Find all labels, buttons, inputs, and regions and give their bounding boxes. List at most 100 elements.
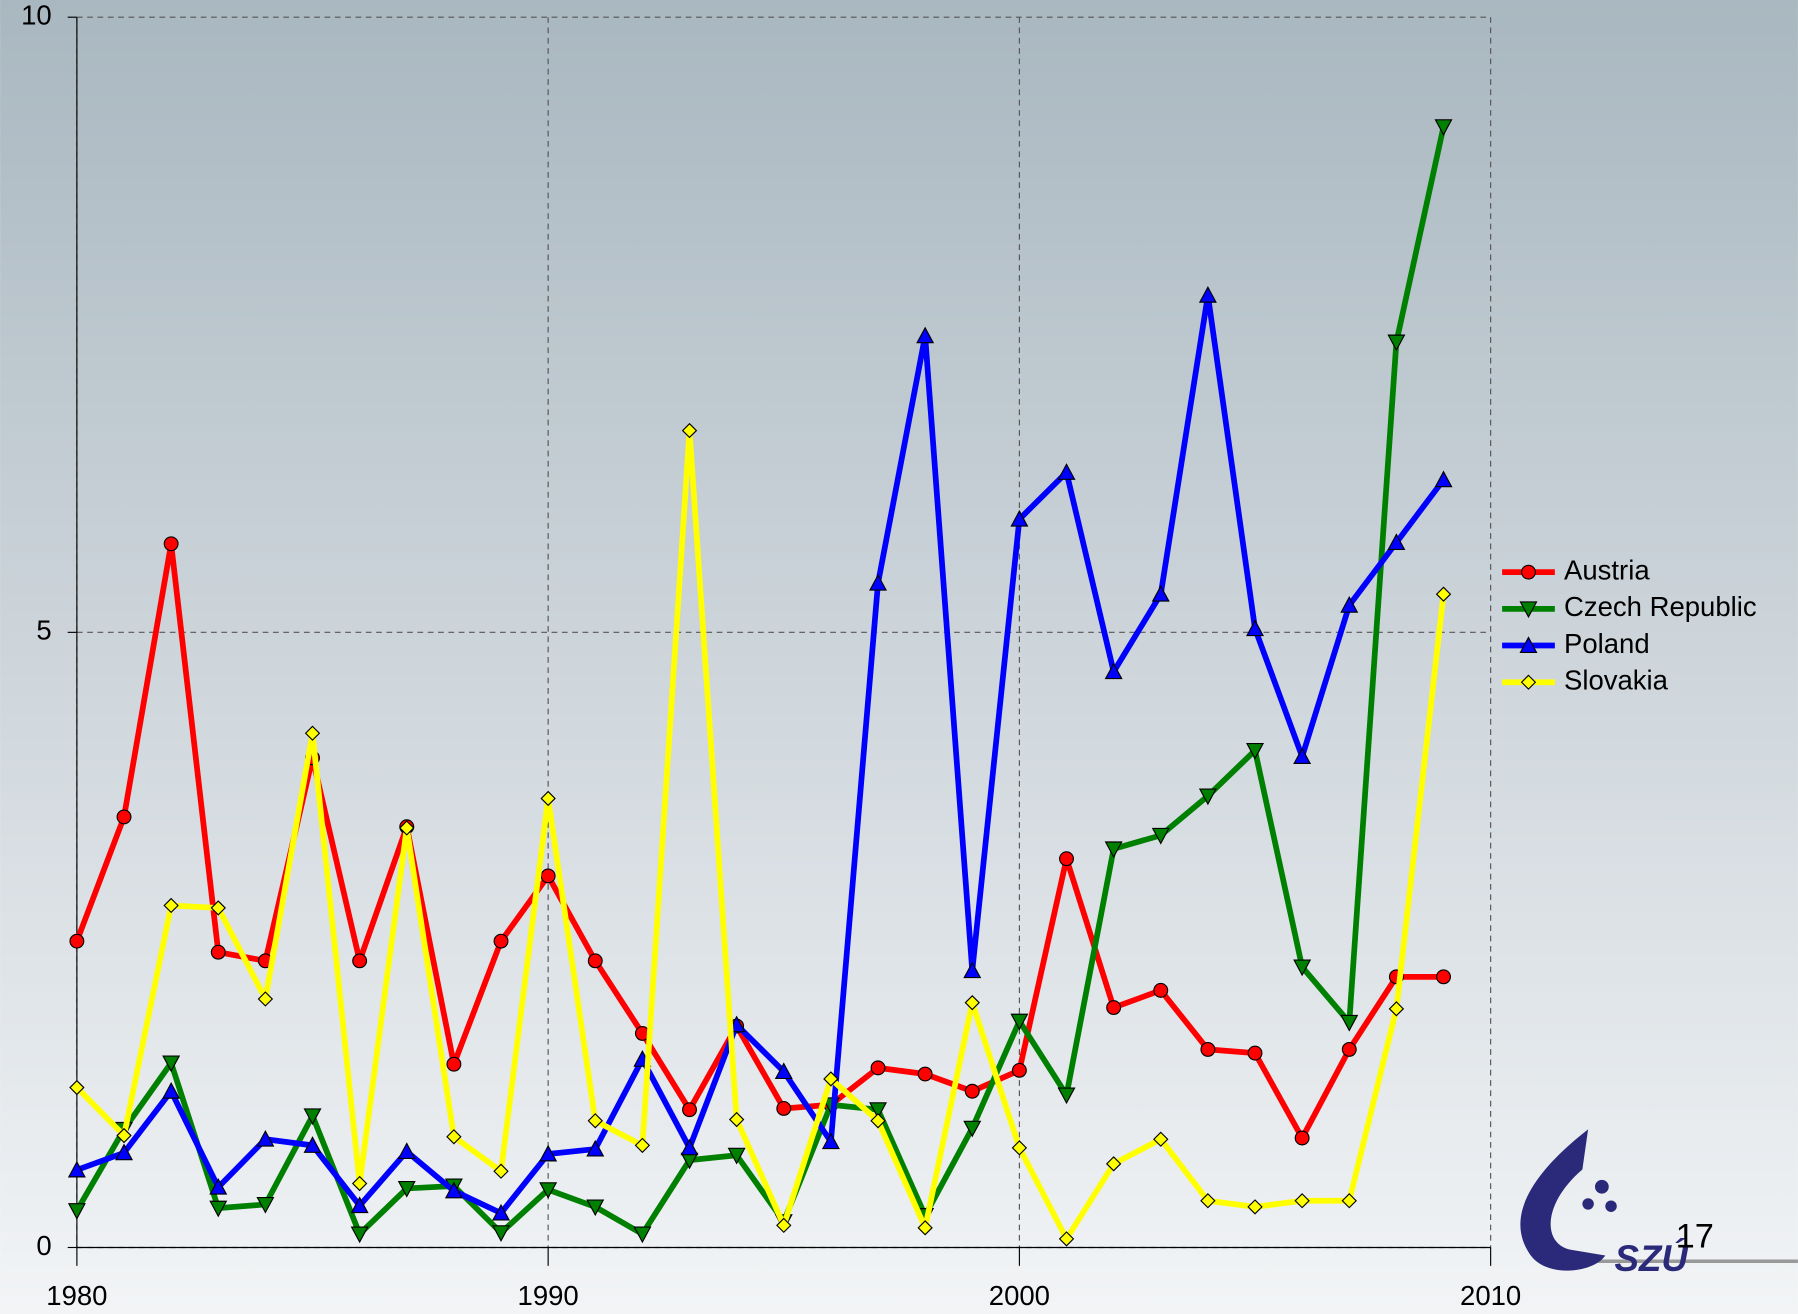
marker — [774, 1062, 793, 1080]
marker — [446, 1129, 462, 1145]
marker — [1151, 827, 1170, 845]
marker — [1198, 788, 1217, 806]
marker — [681, 422, 698, 439]
marker — [1059, 851, 1074, 867]
marker — [69, 933, 85, 949]
marker — [1388, 1001, 1405, 1017]
marker — [163, 536, 179, 552]
marker — [540, 790, 556, 807]
marker — [917, 1066, 933, 1082]
marker — [1247, 1045, 1263, 1061]
marker — [303, 1136, 322, 1153]
marker — [821, 1132, 840, 1150]
marker — [1294, 1193, 1310, 1209]
marker — [917, 1220, 933, 1236]
marker — [493, 933, 509, 949]
marker — [1434, 119, 1453, 136]
marker — [209, 1177, 228, 1195]
x-tick-label: 1980 — [46, 1280, 107, 1311]
marker — [350, 1226, 369, 1244]
marker — [586, 1139, 605, 1157]
marker — [1104, 662, 1123, 680]
marker — [586, 1199, 605, 1217]
marker — [682, 1102, 697, 1118]
marker — [67, 1203, 86, 1220]
marker — [870, 1113, 886, 1129]
marker — [1198, 286, 1217, 303]
marker — [1200, 1041, 1216, 1057]
marker — [1151, 584, 1170, 602]
x-tick-label: 2010 — [1460, 1280, 1521, 1311]
marker — [1011, 1140, 1028, 1156]
marker — [823, 1071, 839, 1087]
marker — [1340, 1014, 1359, 1032]
marker — [1247, 1199, 1263, 1215]
series-line — [74, 126, 1447, 1237]
marker — [210, 900, 226, 916]
marker — [587, 953, 603, 969]
marker — [67, 1160, 86, 1178]
marker — [162, 1055, 181, 1073]
marker — [399, 820, 415, 836]
x-tick-label: 1990 — [518, 1280, 579, 1311]
marker — [1057, 1087, 1076, 1105]
marker — [163, 897, 179, 914]
marker — [963, 1120, 982, 1138]
marker — [492, 1203, 511, 1221]
legend-label: Austria — [1564, 554, 1650, 585]
marker — [116, 809, 132, 825]
marker — [633, 1226, 652, 1244]
marker — [776, 1101, 792, 1116]
marker — [446, 1056, 462, 1072]
marker — [257, 991, 274, 1007]
marker — [116, 1127, 132, 1144]
marker — [1340, 596, 1359, 613]
marker — [1519, 636, 1538, 653]
marker — [869, 1102, 888, 1119]
marker — [869, 573, 888, 591]
marker — [397, 1180, 416, 1198]
marker — [964, 994, 980, 1011]
marker — [1293, 747, 1312, 765]
y-tick-label: 5 — [36, 615, 51, 646]
marker — [964, 1083, 980, 1099]
marker — [1341, 1041, 1357, 1057]
marker — [634, 1137, 651, 1154]
marker — [397, 1142, 416, 1159]
marker — [210, 944, 226, 960]
logo: SZÚ — [1520, 1129, 1689, 1279]
marker — [209, 1200, 228, 1218]
marker — [1010, 509, 1029, 527]
marker — [870, 1060, 886, 1076]
marker — [1104, 841, 1123, 859]
marker — [303, 1108, 322, 1126]
y-tick-label: 0 — [36, 1230, 51, 1261]
marker — [1058, 1231, 1075, 1247]
marker — [304, 725, 321, 741]
marker — [1200, 1193, 1216, 1209]
marker — [1010, 1013, 1029, 1031]
marker — [727, 1147, 746, 1165]
y-tick-label: 10 — [21, 0, 52, 30]
marker — [1106, 1000, 1122, 1016]
series-line — [74, 427, 1447, 1242]
marker — [256, 1196, 275, 1214]
marker — [352, 953, 368, 969]
marker — [1294, 1130, 1310, 1146]
marker — [776, 1217, 792, 1234]
logo-text: SZÚ — [1614, 1238, 1689, 1279]
marker — [728, 1111, 745, 1128]
legend-label: Slovakia — [1564, 664, 1669, 695]
marker — [1387, 334, 1406, 352]
marker — [444, 1181, 463, 1199]
marker — [351, 1175, 368, 1192]
marker — [1387, 533, 1406, 550]
marker — [539, 1144, 558, 1162]
marker — [1153, 1131, 1169, 1147]
marker — [963, 961, 982, 979]
marker — [1293, 959, 1312, 977]
marker — [1246, 743, 1265, 760]
legend-label: Poland — [1564, 628, 1650, 659]
marker — [493, 1163, 509, 1179]
